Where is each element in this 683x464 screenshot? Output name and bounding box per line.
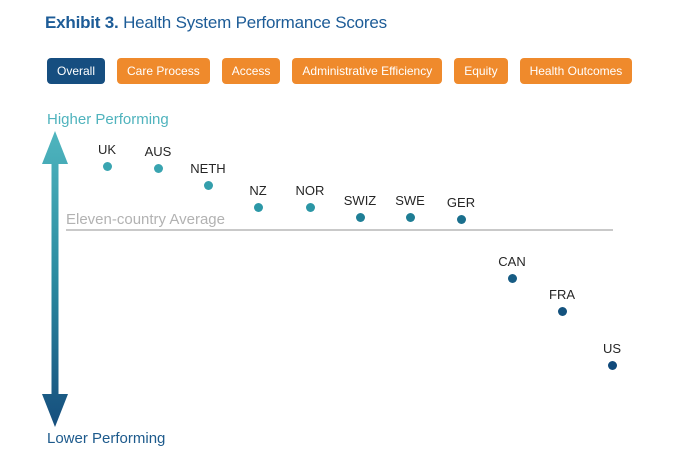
data-point-label-can: CAN [498,254,526,269]
data-point-aus [153,163,163,173]
exhibit-title-text: Health System Performance Scores [118,13,387,32]
data-point-ger [456,214,466,224]
data-point-label-swe: SWE [395,193,425,208]
data-point-neth [203,180,213,190]
data-point-fra [557,306,567,316]
tab-access[interactable]: Access [221,58,281,84]
tab-administrative-efficiency[interactable]: Administrative Efficiency [292,58,443,84]
data-point-can [507,273,517,283]
data-point-swe [405,212,415,222]
data-point-label-nor: NOR [295,183,325,198]
data-point-label-aus: AUS [144,144,172,159]
lower-performing-label: Lower Performing [47,430,166,447]
average-line [66,229,613,231]
data-point-label-fra: FRA [549,287,575,302]
tab-equity[interactable]: Equity [454,58,508,84]
data-point-uk [102,161,112,171]
data-point-label-uk: UK [97,142,117,157]
tab-health-outcomes[interactable]: Health Outcomes [519,58,633,84]
data-point-nz [253,202,263,212]
data-point-label-nz: NZ [249,183,267,198]
tab-care-process[interactable]: Care Process [117,58,210,84]
page-title: Exhibit 3. Health System Performance Sco… [45,13,387,33]
measure-tabs: Overall Care Process Access Administrati… [47,58,633,84]
higher-performing-label: Higher Performing [47,111,169,128]
data-point-label-swiz: SWIZ [343,193,377,208]
data-point-label-us: US [602,341,622,356]
data-point-swiz [355,212,365,222]
data-point-us [607,360,617,370]
exhibit-number: Exhibit 3. [45,13,119,32]
average-line-label: Eleven-country Average [66,211,225,228]
tab-overall[interactable]: Overall [47,58,106,84]
data-point-label-ger: GER [446,195,476,210]
performance-axis-arrow-icon [42,131,68,427]
data-point-nor [305,202,315,212]
data-point-label-neth: NETH [190,161,226,176]
